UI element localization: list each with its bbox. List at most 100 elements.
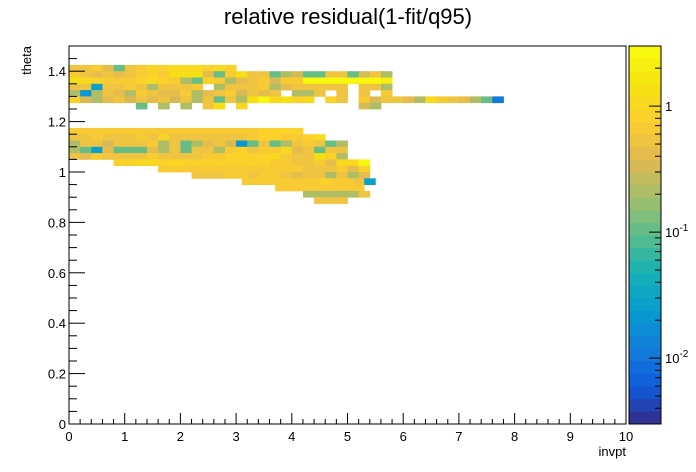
heatmap-bin	[308, 178, 321, 185]
heatmap-bin	[213, 96, 226, 104]
heatmap-bin	[269, 140, 282, 148]
heatmap-bin	[291, 140, 304, 148]
color-scale-step	[629, 71, 661, 85]
heatmap-bin	[224, 77, 237, 85]
heatmap-bin	[158, 153, 170, 160]
heatmap-bin	[280, 153, 293, 160]
heatmap-bin	[302, 153, 315, 160]
heatmap-bin	[146, 77, 159, 85]
heatmap-bin	[325, 71, 337, 78]
heatmap-bin	[213, 153, 226, 160]
heatmap-bin	[247, 96, 259, 104]
heatmap-bin	[325, 146, 337, 154]
heatmap-bin	[213, 127, 226, 135]
heatmap-bin	[80, 134, 92, 141]
x-tick-label: 7	[455, 429, 462, 444]
heatmap-bin	[191, 96, 204, 104]
heatmap-bin	[286, 178, 298, 185]
y-axis-ticks	[69, 45, 85, 425]
heatmap-bin	[436, 96, 449, 104]
heatmap-bin	[113, 159, 126, 167]
heatmap-bin	[341, 178, 354, 185]
heatmap-bin	[158, 90, 170, 97]
heatmap-bin	[69, 140, 81, 148]
heatmap-bin	[191, 146, 204, 154]
heatmap-bin	[224, 134, 237, 141]
y-axis-title: theta	[19, 45, 34, 75]
heatmap-bin	[80, 71, 92, 78]
heatmap-bin	[202, 102, 215, 110]
heatmap-bin	[247, 90, 259, 97]
heatmap-bin	[135, 140, 148, 148]
heatmap-bin	[325, 165, 337, 173]
heatmap-bin	[69, 96, 81, 104]
heatmap-bin	[146, 96, 159, 104]
heatmap-bin	[146, 140, 159, 148]
heatmap-bin	[236, 83, 248, 91]
heatmap-bin	[158, 77, 170, 85]
heatmap-bin	[236, 172, 248, 179]
heatmap-bin	[158, 165, 170, 173]
heatmap-bin	[358, 71, 371, 78]
heatmap-bin	[269, 153, 282, 160]
heatmap-bin	[380, 77, 393, 85]
heatmap-bin	[113, 146, 126, 154]
heatmap-bin	[180, 165, 192, 173]
heatmap-bin	[302, 134, 315, 141]
heatmap-bin	[369, 71, 382, 78]
heatmap-bin	[102, 146, 114, 154]
heatmap-bin	[336, 140, 348, 148]
heatmap-bin	[135, 134, 148, 141]
color-scale-frame	[628, 45, 662, 425]
heatmap-bin	[180, 83, 192, 91]
heatmap-bin	[124, 146, 137, 154]
heatmap-bin	[91, 90, 103, 97]
heatmap-bin	[202, 165, 215, 173]
heatmap-bin	[158, 96, 170, 104]
heatmap-bin	[69, 64, 81, 72]
x-tick-label: 0	[65, 429, 72, 444]
color-scale-step	[629, 83, 661, 97]
heatmap-bin	[269, 71, 282, 78]
heatmap-bin	[169, 146, 181, 154]
heatmap-bin	[314, 159, 326, 167]
color-scale-step	[629, 411, 661, 425]
heatmap-bin	[169, 96, 181, 104]
heatmap-bin	[247, 77, 259, 85]
heatmap-bin	[202, 146, 215, 154]
heatmap-bin	[80, 127, 92, 135]
heatmap-bin	[191, 140, 204, 148]
color-scale-exponent: -1	[679, 223, 688, 234]
heatmap-bin	[280, 96, 293, 104]
heatmap-bin	[314, 90, 326, 97]
heatmap-bin	[135, 127, 148, 135]
heatmap-bin	[258, 146, 270, 154]
heatmap-bin	[124, 153, 137, 160]
heatmap-bin	[347, 159, 360, 167]
heatmap-bin	[213, 102, 226, 110]
heatmap-bin	[80, 64, 92, 72]
heatmap-bin	[158, 102, 170, 110]
heatmap-bin	[146, 146, 159, 154]
heatmap-bin	[236, 71, 248, 78]
heatmap-bin	[169, 153, 181, 160]
heatmap-bin	[202, 96, 215, 104]
color-scale-step	[629, 197, 661, 211]
heatmap-bin	[102, 71, 114, 78]
heatmap-bin	[135, 159, 148, 167]
heatmap-bin	[158, 83, 170, 91]
heatmap-bin	[124, 90, 137, 97]
heatmap-bin	[158, 127, 170, 135]
heatmap-bin	[358, 190, 371, 198]
heatmap-bin	[280, 140, 293, 148]
heatmap-bin	[358, 96, 371, 104]
heatmap-bin	[202, 64, 215, 72]
heatmap-bin	[280, 127, 293, 135]
heatmap-bin	[330, 178, 343, 185]
heatmap-bin	[481, 96, 493, 104]
heatmap-bin	[297, 178, 309, 185]
heatmap-bin	[325, 96, 337, 104]
heatmap-bin	[258, 96, 270, 104]
heatmap-bin	[247, 83, 259, 91]
